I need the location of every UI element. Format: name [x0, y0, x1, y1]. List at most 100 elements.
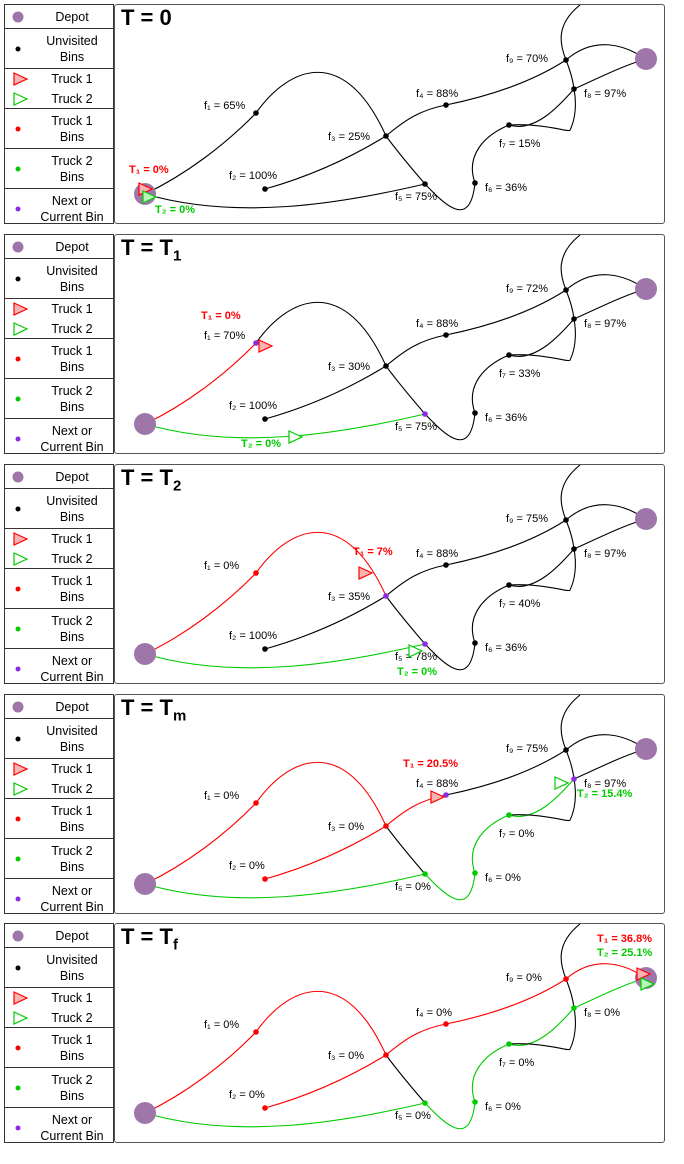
bin-f5: [422, 641, 428, 647]
edge-f8_down: [569, 88, 576, 131]
truck1-load-label: T₁ = 0%: [129, 164, 169, 176]
edge-f3_f5: [385, 365, 426, 415]
legend-next-bin-label: Next or Current Bin: [40, 1113, 104, 1143]
panel-title-main: T = T: [121, 695, 173, 720]
bin-f1: [253, 340, 259, 346]
edge-f9_dep: [565, 274, 647, 291]
edge-f8_down: [569, 318, 576, 361]
edge-f7_loop: [508, 1043, 571, 1051]
panel-title-subscript: f: [172, 936, 178, 954]
bin-f8: [571, 776, 577, 782]
truck1-triangle-icon: [13, 532, 29, 546]
depot-end: [635, 48, 657, 70]
legend-truck1-bins: Truck 1 Bins: [5, 109, 113, 149]
bin-f4: [443, 102, 449, 108]
legend-truck2-label: Truck 2: [51, 91, 93, 106]
legend: Depot Unvisited Bins Truck 1 Truck 2 Truck 1…: [4, 234, 114, 454]
bin-f6: [472, 870, 478, 876]
legend-unvisited-bins: Unvisited Bins: [5, 948, 113, 988]
bin-f6: [472, 640, 478, 646]
edge-f9_f8: [565, 289, 575, 320]
legend-trucks: Truck 1 Truck 2: [5, 529, 113, 569]
edge-f2_f3: [264, 365, 387, 420]
bin-f9: [563, 287, 569, 293]
legend-trucks: Truck 1 Truck 2: [5, 69, 113, 109]
truck2-load-label: T₂ = 15.4%: [577, 788, 633, 800]
legend-unvisited-bins: Unvisited Bins: [5, 489, 113, 529]
legend-truck1-bins: Truck 1 Bins: [5, 1028, 113, 1068]
legend-truck2-label: Truck 2: [51, 781, 93, 796]
bin-label-f2: f₂ = 100%: [229, 170, 277, 182]
bin-label-f8: f₈ = 0%: [584, 1007, 620, 1019]
edge-f9_up: [560, 924, 581, 980]
legend-depot-label: Depot: [55, 239, 89, 254]
legend-truck2-bins: Truck 2 Bins: [5, 149, 113, 189]
bin-label-f9: f₉ = 75%: [506, 513, 548, 525]
panel-title-main: T = T: [121, 235, 173, 260]
edge-f3_f5: [385, 1054, 426, 1104]
legend-next-bin-label: Next or Current Bin: [40, 424, 104, 454]
green-dot-icon: [15, 856, 21, 862]
legend-next-bin-label: Next or Current Bin: [40, 884, 104, 914]
legend-truck2-label: Truck 2: [51, 551, 93, 566]
legend: Depot Unvisited Bins Truck 1 Truck 2 Truck 1…: [4, 464, 114, 684]
bin-f7: [506, 812, 512, 818]
bin-label-f2: f₂ = 100%: [229, 400, 277, 412]
state-panel: f₁ = 0% f₂ = 100% f₃ = 35% f₄ = 88% f₅ = 78%…: [114, 464, 665, 684]
edge-f8_dep: [573, 58, 647, 90]
state-panel: f₁ = 65% f₂ = 100% f₃ = 25% f₄ = 88% f₅ = 75…: [114, 4, 665, 224]
legend: Depot Unvisited Bins Truck 1 Truck 2 Truck 1…: [4, 923, 114, 1143]
purple-dot-icon: [15, 666, 21, 672]
bin-f6: [472, 1099, 478, 1105]
edge-f7_f8: [508, 548, 575, 587]
legend-truck1-bins-label: Truck 1 Bins: [51, 343, 93, 374]
bin-f2: [262, 876, 268, 882]
bin-label-f3: f₃ = 0%: [328, 821, 364, 833]
bin-label-f9: f₉ = 70%: [506, 53, 548, 65]
bin-f9: [563, 517, 569, 523]
edge-f7_loop: [508, 814, 571, 822]
truck2-marker: [408, 644, 424, 658]
bin-label-f1: f₁ = 0%: [204, 790, 239, 802]
depot-icon: [12, 701, 24, 713]
legend-next-bin: Next or Current Bin: [5, 189, 113, 229]
edge-d_f5: [144, 643, 426, 669]
depot-icon: [12, 930, 24, 942]
green-dot-icon: [15, 626, 21, 632]
legend-trucks: Truck 1 Truck 2: [5, 299, 113, 339]
edge-f9_up: [560, 695, 581, 751]
black-dot-icon: [15, 46, 21, 52]
legend-unvisited-bins: Unvisited Bins: [5, 259, 113, 299]
panel-title: T = Tf: [121, 924, 178, 953]
edge-d_f5: [144, 183, 426, 209]
bin-label-f7: f₇ = 33%: [499, 368, 541, 380]
truck2-triangle-icon: [13, 92, 29, 106]
bin-f6: [472, 410, 478, 416]
edge-f4_f9: [445, 59, 567, 106]
state-panel: f₁ = 70% f₂ = 100% f₃ = 30% f₄ = 88% f₅ = 75…: [114, 234, 665, 454]
legend-truck1-label: Truck 1: [51, 761, 93, 776]
bin-f3: [383, 593, 389, 599]
legend-trucks: Truck 1 Truck 2: [5, 759, 113, 799]
edge-f9_f8: [565, 519, 575, 550]
bin-f9: [563, 57, 569, 63]
bin-label-f3: f₃ = 0%: [328, 1050, 364, 1062]
panel-title: T = Tm: [121, 695, 186, 724]
truck1-load-label: T₁ = 36.8%: [597, 933, 652, 945]
bin-label-f5: f₅ = 75%: [395, 421, 437, 433]
legend-next-bin: Next or Current Bin: [5, 649, 113, 689]
truck1-triangle-icon: [13, 302, 29, 316]
edge-f7_f8: [508, 1007, 575, 1046]
bin-label-f5: f₅ = 0%: [395, 881, 431, 893]
bin-label-f7: f₇ = 40%: [499, 598, 541, 610]
bin-f3: [383, 823, 389, 829]
bin-label-f1: f₁ = 65%: [204, 100, 246, 112]
edge-f6_f7: [471, 584, 510, 644]
legend-truck2-bins: Truck 2 Bins: [5, 379, 113, 419]
edge-f4_f9: [445, 978, 567, 1025]
bin-label-f6: f₆ = 36%: [485, 642, 527, 654]
truck2-triangle-icon: [13, 1011, 29, 1025]
black-dot-icon: [15, 276, 21, 282]
edge-f9_up: [560, 465, 581, 521]
depot-icon: [12, 11, 24, 23]
